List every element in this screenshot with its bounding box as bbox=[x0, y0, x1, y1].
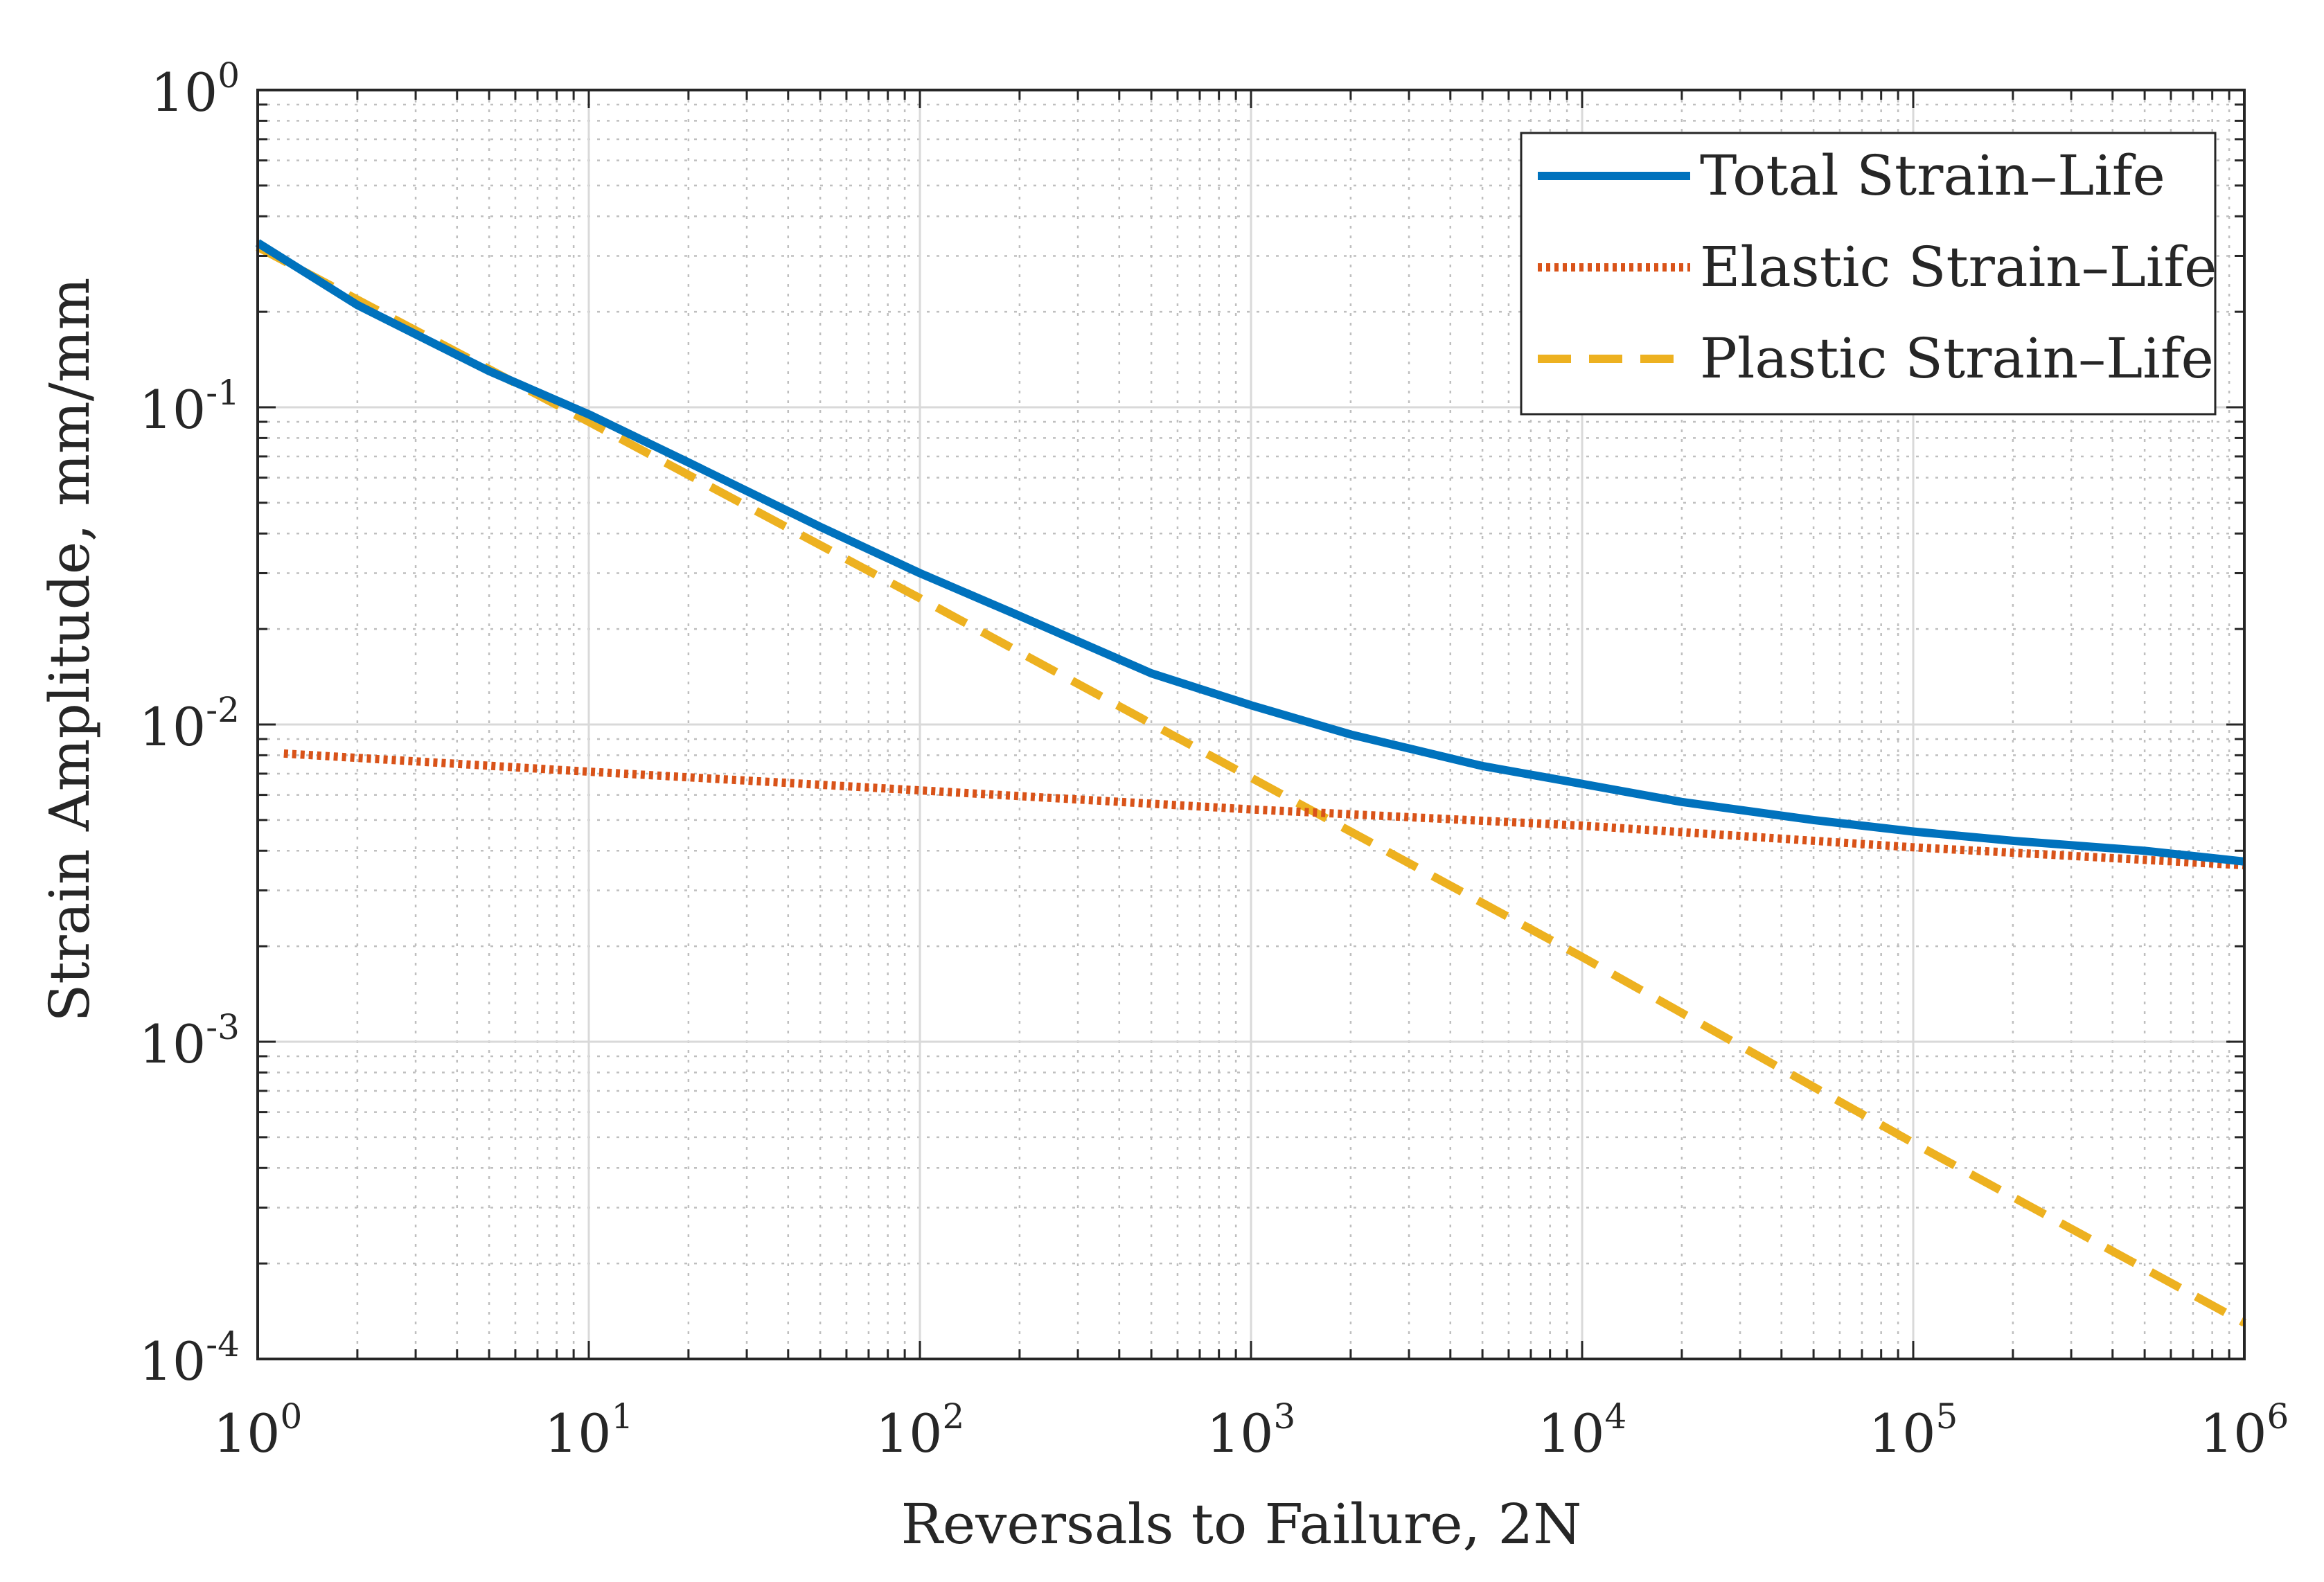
series-line-dashed bbox=[256, 243, 2246, 1327]
y-tick-label: 10-4 bbox=[139, 1324, 240, 1392]
y-axis-label: Strain Amplitude, mm/mm bbox=[37, 278, 102, 1022]
series-line-dotted bbox=[283, 749, 2245, 870]
x-tick-labels: 100 101 102 103 104 105 106 bbox=[213, 1396, 2289, 1464]
y-tick-label: 10-1 bbox=[139, 373, 240, 441]
y-tick-labels: 100 10-1 10-2 10-3 10-4 bbox=[139, 55, 240, 1392]
ticks bbox=[256, 89, 2246, 1360]
x-tick-label: 102 bbox=[876, 1396, 965, 1464]
grid bbox=[256, 89, 2246, 1360]
y-tick-label: 10-2 bbox=[139, 690, 240, 758]
x-tick-label: 105 bbox=[1869, 1396, 1958, 1464]
y-tick-label: 100 bbox=[150, 55, 240, 123]
series-layer bbox=[255, 239, 2246, 1327]
x-axis-label: Reversals to Failure, 2N bbox=[901, 1492, 1582, 1556]
legend: Total Strain–Life Elastic Strain–Life Plas… bbox=[1520, 132, 2217, 416]
series-line-solid bbox=[255, 239, 2245, 866]
x-tick-label: 103 bbox=[1207, 1396, 1296, 1464]
x-tick-label: 100 bbox=[213, 1396, 303, 1464]
x-tick-label: 101 bbox=[544, 1396, 634, 1464]
x-tick-label: 106 bbox=[2200, 1396, 2289, 1464]
y-tick-label: 10-3 bbox=[139, 1007, 240, 1075]
legend-label: Total Strain–Life bbox=[1700, 143, 2165, 208]
x-tick-label: 104 bbox=[1538, 1396, 1627, 1464]
legend-label: Elastic Strain–Life bbox=[1700, 235, 2217, 299]
legend-label: Plastic Strain–Life bbox=[1700, 326, 2214, 391]
